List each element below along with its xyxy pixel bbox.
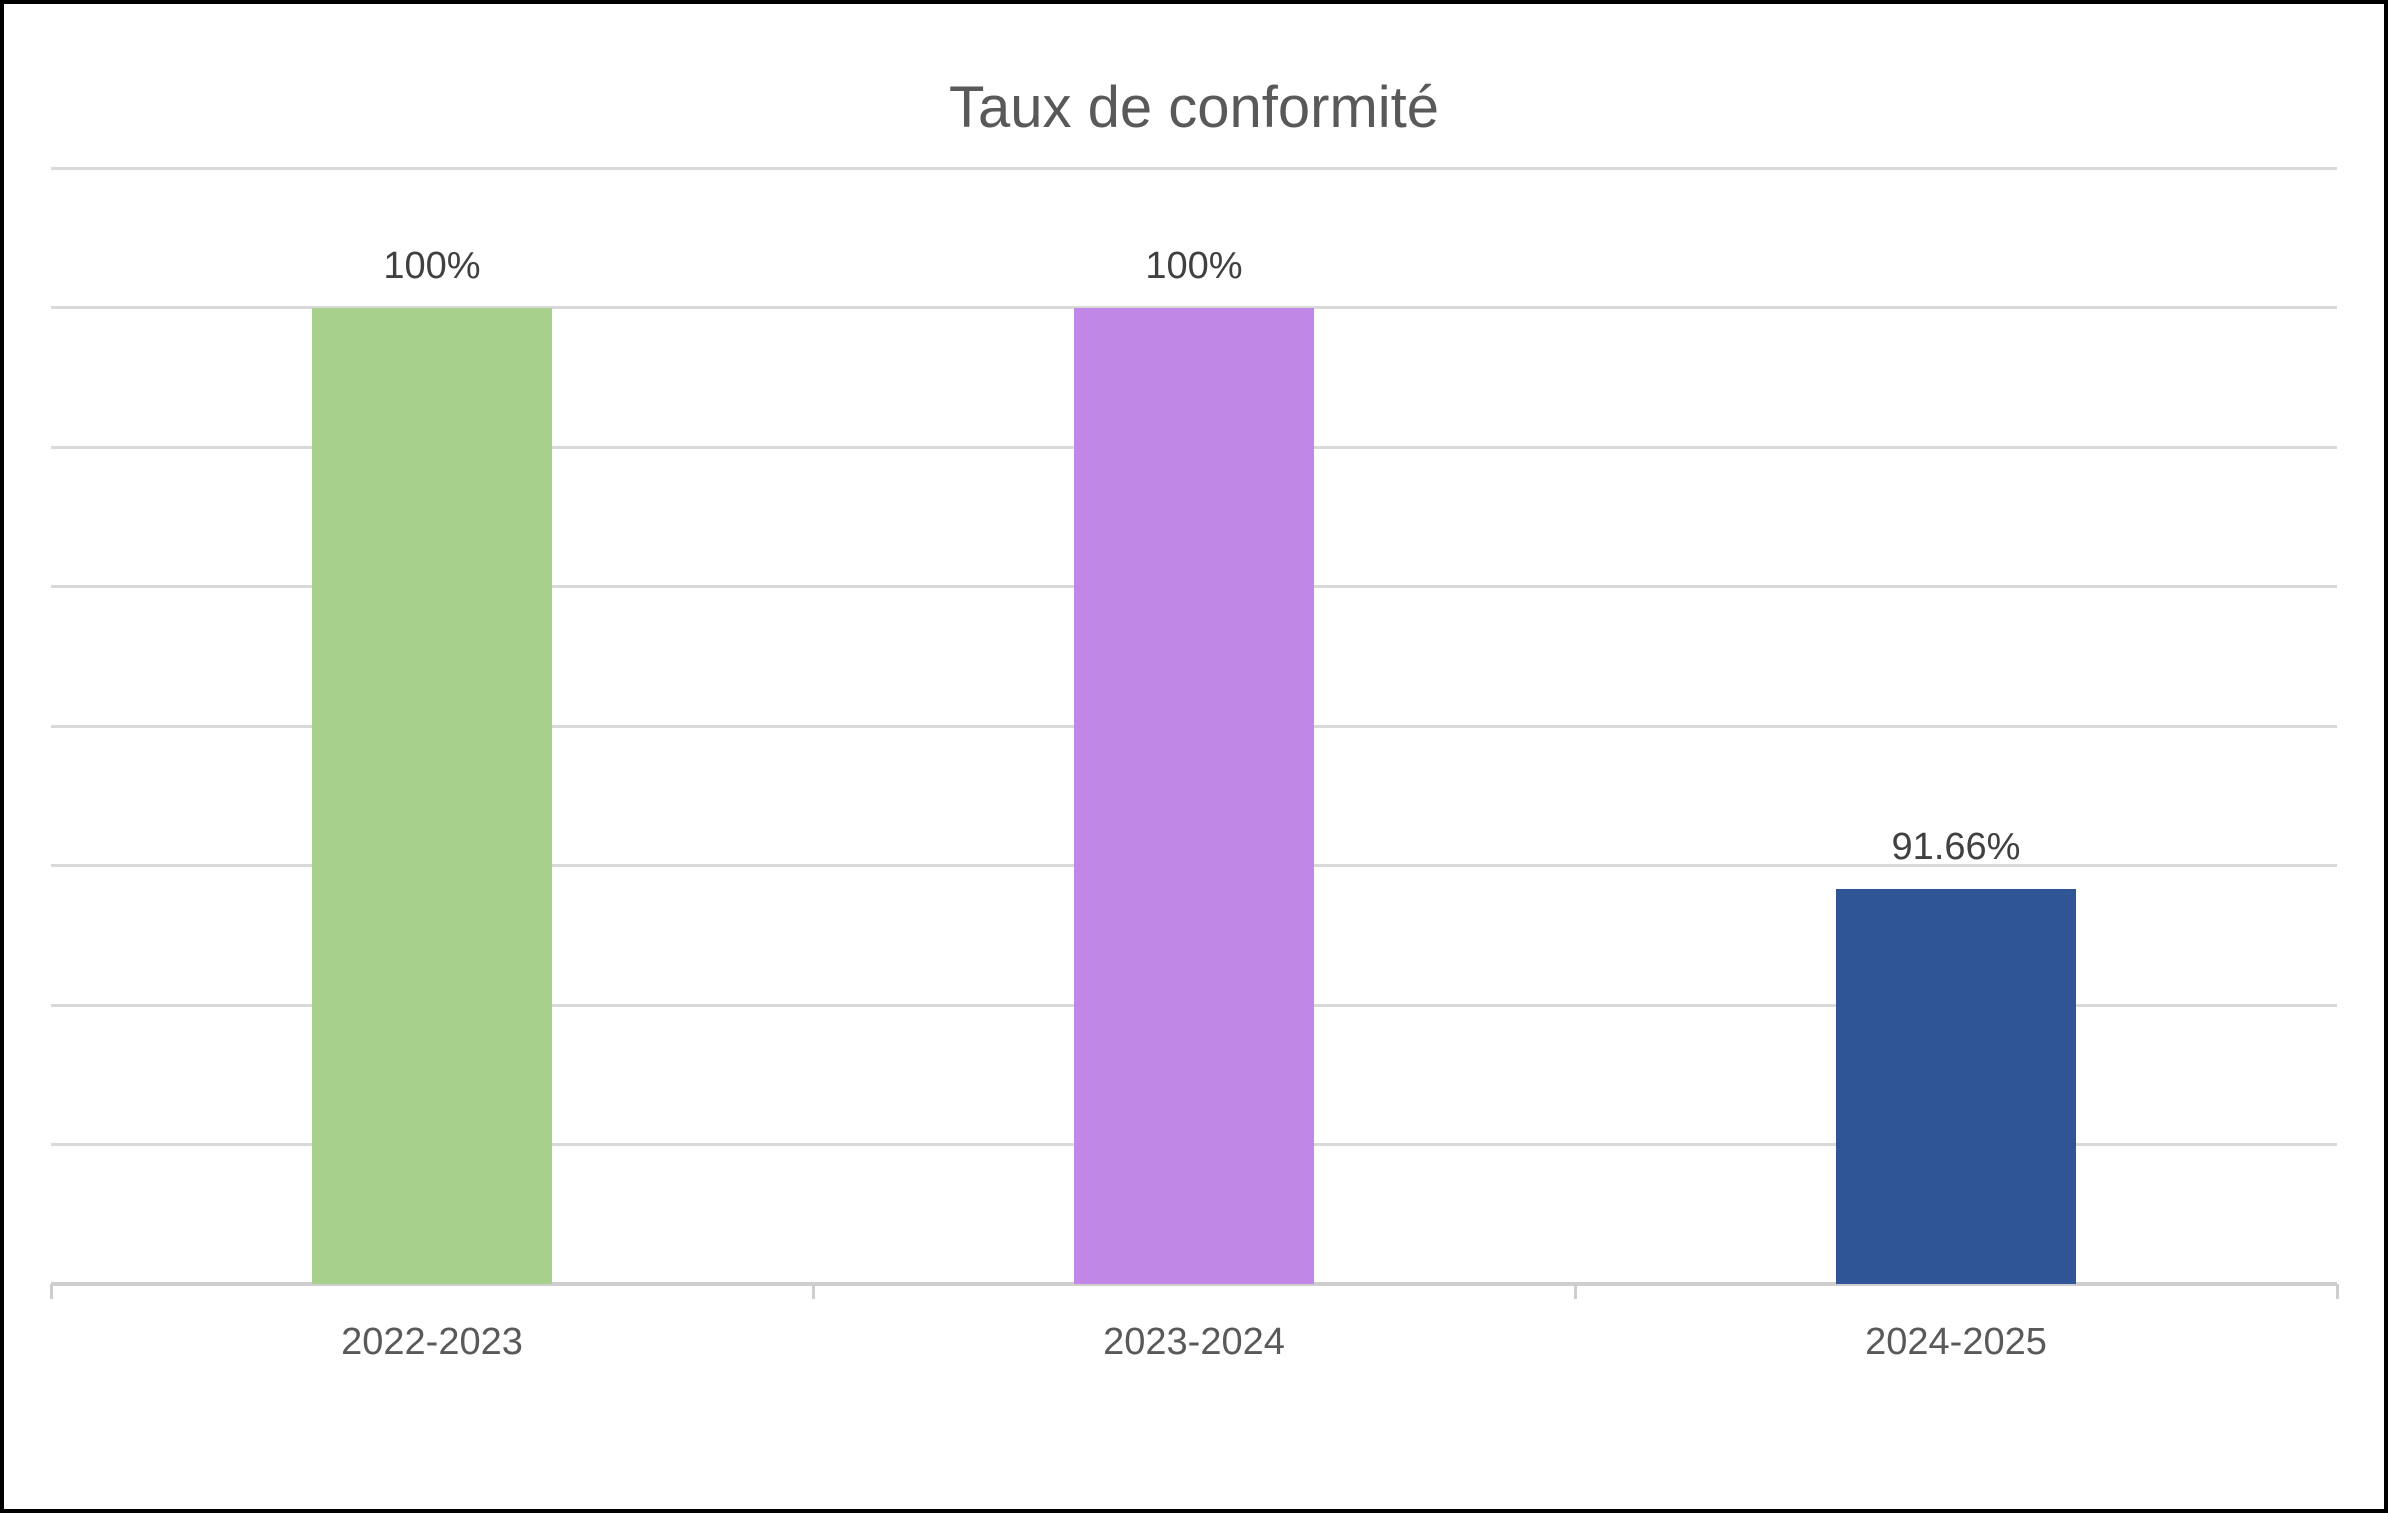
axis-tick <box>2335 1284 2339 1299</box>
data-label-2022-2023: 100% <box>383 244 481 287</box>
axis-tick <box>811 1284 815 1299</box>
axis-tick <box>49 1284 53 1299</box>
axis-tick <box>1573 1284 1577 1299</box>
bar-2024-2025 <box>1836 889 2076 1284</box>
x-axis-label-2023-2024: 2023-2024 <box>1103 1321 1285 1363</box>
gridline <box>51 166 2337 170</box>
data-label-2024-2025: 91.66% <box>1891 826 2021 869</box>
chart-title: Taux de conformité <box>948 75 1440 140</box>
bar-2023-2024 <box>1074 307 1314 1284</box>
bar-2022-2023 <box>312 307 552 1284</box>
x-axis-label-2024-2025: 2024-2025 <box>1865 1321 2047 1363</box>
data-label-2023-2024: 100% <box>1145 244 1243 287</box>
x-axis-label-2022-2023: 2022-2023 <box>341 1321 523 1363</box>
x-axis-line <box>51 1282 2337 1286</box>
